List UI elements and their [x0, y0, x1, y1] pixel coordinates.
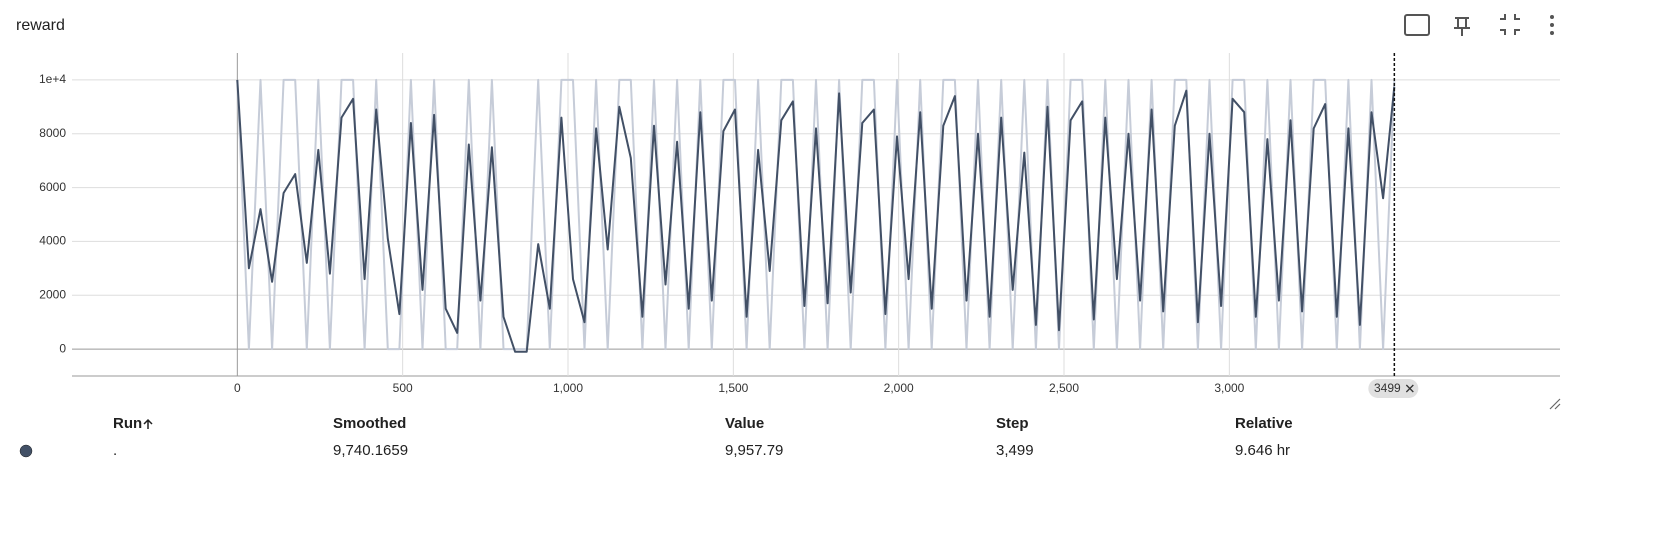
x-tick-label: 3,000	[1214, 381, 1244, 395]
cursor-chip	[1368, 379, 1419, 398]
y-tick-label: 6000	[39, 180, 66, 194]
y-tick-label: 1e+4	[39, 72, 66, 86]
x-tick-label: 1,500	[718, 381, 748, 395]
smoothed-line	[236, 79, 1396, 353]
column-header: Relative	[1235, 415, 1293, 432]
x-tick-label: 2,500	[1049, 381, 1079, 395]
table-cell: 9,957.79	[725, 442, 783, 459]
cursor-step-label: 3499	[1374, 381, 1401, 395]
table-cell: 9.646 hr	[1235, 442, 1290, 459]
x-tick-label: 1,000	[553, 381, 583, 395]
y-tick-label: 8000	[39, 126, 66, 140]
sort-arrow[interactable]	[143, 418, 153, 429]
resize-handle[interactable]	[1549, 398, 1561, 410]
x-tick-label: 0	[234, 381, 241, 395]
table-cell: .	[113, 442, 117, 459]
column-header: Step	[996, 415, 1029, 432]
menu-button[interactable]	[1550, 15, 1554, 35]
table-cell: 3,499	[996, 442, 1034, 459]
y-tick-label: 4000	[39, 234, 66, 248]
column-header: Smoothed	[333, 415, 406, 432]
collapse-button[interactable]	[1500, 14, 1520, 35]
column-header: Value	[725, 415, 764, 432]
run-color	[19, 444, 33, 458]
cursor-remove[interactable]	[1405, 384, 1414, 393]
fit-domain-button[interactable]	[1404, 14, 1430, 36]
raw-line	[236, 78, 1396, 351]
x-tick-label: 2,000	[884, 381, 914, 395]
column-header: Run	[113, 415, 142, 432]
x-tick-label: 500	[393, 381, 413, 395]
toolbar	[1404, 14, 1554, 36]
y-tick-label: 2000	[39, 287, 66, 301]
card-title: reward	[16, 17, 65, 34]
table-cell: 9,740.1659	[333, 442, 408, 459]
y-tick-label: 0	[59, 341, 66, 355]
pin-button[interactable]	[1454, 17, 1470, 36]
